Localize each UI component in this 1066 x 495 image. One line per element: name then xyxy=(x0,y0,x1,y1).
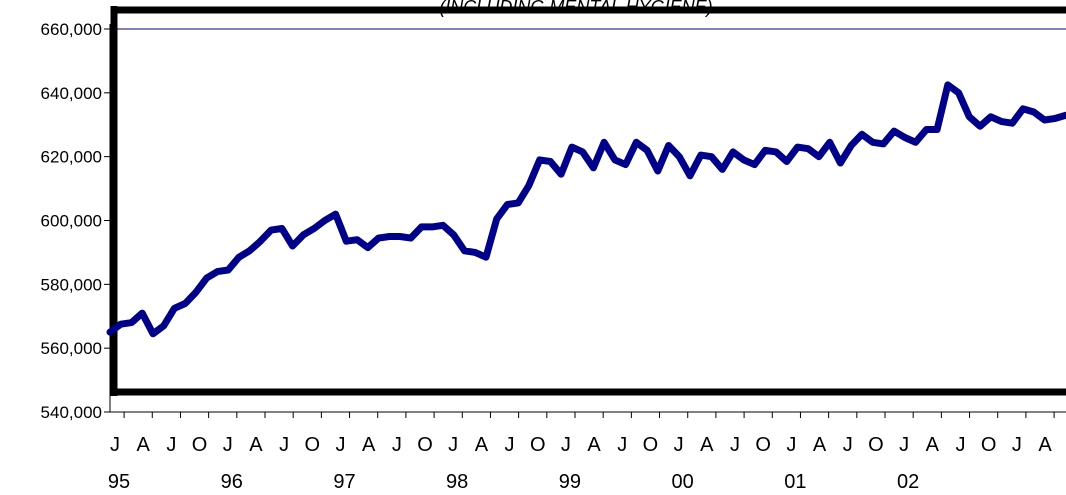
x-month-label: J xyxy=(674,434,684,456)
x-month-label: O xyxy=(192,434,208,456)
series-layer xyxy=(106,81,1066,338)
x-month-label: J xyxy=(392,434,402,456)
x-month-label: O xyxy=(417,434,433,456)
x-year-label: 97 xyxy=(333,471,355,493)
x-month-label: O xyxy=(981,434,997,456)
x-month-label: J xyxy=(561,434,571,456)
x-month-label: J xyxy=(786,434,796,456)
x-year-label: 00 xyxy=(672,471,694,493)
y-tick-label: 640,000 xyxy=(41,84,102,103)
x-month-label: O xyxy=(755,434,771,456)
x-month-label: O xyxy=(868,434,884,456)
x-year-label: 95 xyxy=(108,471,130,493)
x-month-label: A xyxy=(587,434,601,456)
x-month-label: J xyxy=(1012,434,1022,456)
x-month-label: J xyxy=(955,434,965,456)
x-year-label: 98 xyxy=(446,471,468,493)
x-month-label: J xyxy=(899,434,909,456)
tick-labels: 540,000 560,000 580,000 600,000 620,000 640,0… xyxy=(41,20,1053,493)
y-tick-label: 580,000 xyxy=(41,275,102,294)
y-tick-label: 540,000 xyxy=(41,403,102,422)
x-month-label: J xyxy=(617,434,627,456)
y-tick-label: 620,000 xyxy=(41,148,102,167)
plot-frame xyxy=(110,6,1066,396)
x-month-label: O xyxy=(643,434,659,456)
y-tick-label: 560,000 xyxy=(41,339,102,358)
axes xyxy=(104,24,1066,418)
x-month-label: J xyxy=(110,434,120,456)
x-month-label: J xyxy=(279,434,289,456)
x-month-label: J xyxy=(843,434,853,456)
x-month-label: A xyxy=(362,434,376,456)
x-month-label: O xyxy=(304,434,320,456)
x-month-label: J xyxy=(335,434,345,456)
x-year-label: 01 xyxy=(784,471,806,493)
x-month-label: A xyxy=(700,434,714,456)
x-month-label: J xyxy=(505,434,515,456)
x-month-label: J xyxy=(166,434,176,456)
x-month-label: J xyxy=(448,434,458,456)
x-year-label: 96 xyxy=(221,471,243,493)
x-month-label: A xyxy=(926,434,940,456)
x-year-label: 99 xyxy=(559,471,581,493)
x-month-label: A xyxy=(249,434,263,456)
x-month-label: A xyxy=(813,434,827,456)
x-month-label: J xyxy=(223,434,233,456)
x-month-label: A xyxy=(1038,434,1052,456)
y-tick-label: 600,000 xyxy=(41,212,102,231)
x-month-label: J xyxy=(730,434,740,456)
y-tick-label: 660,000 xyxy=(41,20,102,39)
x-year-label: 02 xyxy=(897,471,919,493)
x-month-label: O xyxy=(530,434,546,456)
x-month-label: A xyxy=(475,434,489,456)
series-line xyxy=(106,81,1066,338)
x-month-label: A xyxy=(137,434,151,456)
